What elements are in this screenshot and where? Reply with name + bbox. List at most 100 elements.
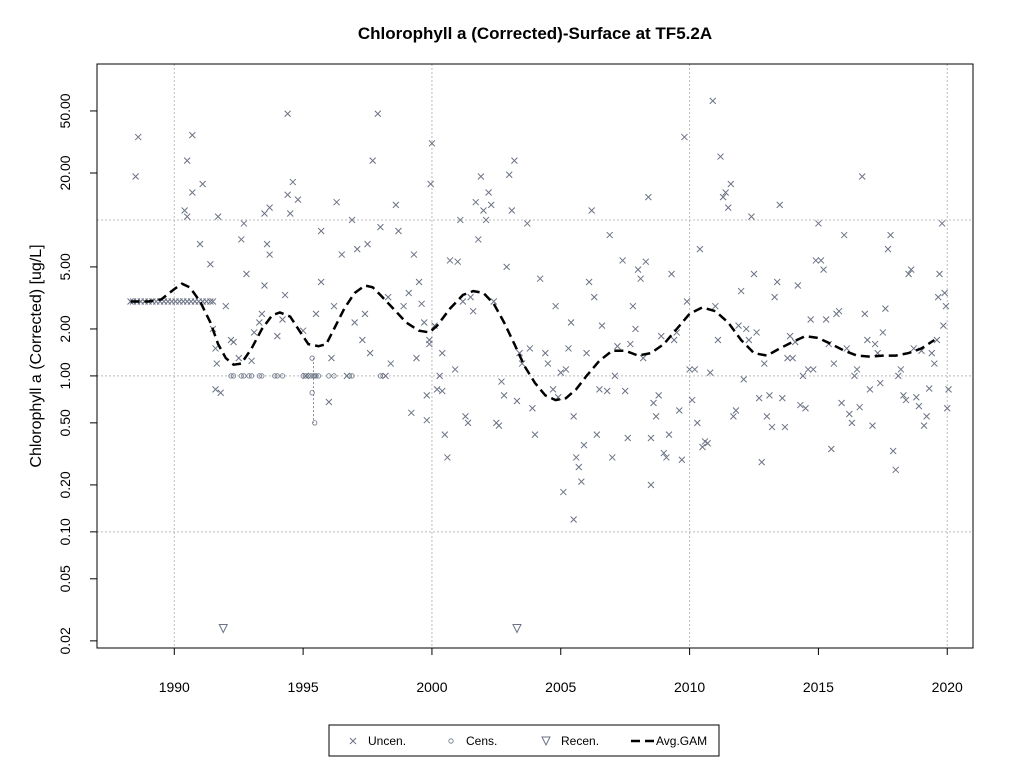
uncen-point (580, 441, 588, 449)
uncen-point (606, 231, 614, 239)
cens-point (248, 373, 255, 379)
uncen-point (212, 385, 219, 393)
uncen-point (505, 171, 513, 179)
uncen-point (835, 307, 843, 315)
uncen-point (490, 298, 498, 305)
uncen-point (882, 305, 889, 312)
uncen-point (284, 191, 292, 199)
uncen-point (804, 366, 812, 373)
uncen-point (727, 180, 735, 188)
uncen-point (462, 413, 469, 420)
uncen-point (255, 319, 263, 326)
uncen-point (941, 289, 949, 297)
cens-point (256, 373, 262, 379)
uncen-point (742, 325, 750, 333)
y-tick-label: 0.05 (57, 565, 73, 592)
cens-point (230, 373, 237, 379)
uncen-point (199, 180, 206, 188)
uncen-point (822, 316, 830, 323)
chart-title: Chlorophyll a (Corrected)-Surface at TF5… (358, 24, 712, 43)
uncen-point (500, 392, 508, 399)
recen-point (541, 736, 551, 747)
uncen-point (441, 431, 449, 439)
uncen-point (930, 360, 938, 367)
uncen-point (639, 354, 647, 362)
uncen-point (724, 204, 732, 211)
cens-point (274, 373, 280, 379)
uncen-point (384, 293, 392, 301)
uncen-point (691, 366, 699, 373)
uncen-point (183, 213, 191, 221)
uncen-point (467, 293, 474, 301)
uncen-point (477, 173, 485, 180)
uncen-point (570, 413, 578, 420)
x-tick-label: 2020 (932, 679, 963, 695)
cens-point (303, 373, 309, 379)
uncen-point (188, 131, 196, 139)
grid (97, 64, 973, 648)
uncen-point (768, 423, 776, 431)
uncen-point (392, 201, 400, 209)
uncen-point (624, 434, 632, 442)
uncen-point (570, 516, 578, 523)
cens-point (308, 373, 314, 379)
uncen-point (361, 310, 369, 318)
axes: 1990 1995 2000 2005 2010 2015 2020 0.02 0.05 0.10… (57, 93, 963, 695)
uncen-point (652, 413, 660, 420)
cens-point (380, 373, 386, 379)
uncen-point (410, 251, 418, 258)
uncen-point (647, 434, 655, 442)
cens-point (228, 373, 234, 379)
uncen-point (869, 422, 876, 429)
uncen-point (827, 445, 835, 453)
uncen-point (704, 439, 711, 447)
uncen-point (250, 329, 258, 336)
y-tick-label: 20.00 (57, 155, 73, 190)
uncen-point (281, 291, 289, 299)
uncen-point (781, 423, 789, 431)
uncen-point (657, 332, 665, 340)
cens-point (315, 373, 322, 379)
uncen-point (838, 399, 845, 407)
uncen-point (923, 413, 930, 420)
uncen-point (289, 178, 297, 186)
cens-point (259, 373, 265, 379)
cens-point (326, 373, 332, 379)
uncen-point (387, 360, 395, 367)
y-tick-label: 0.50 (57, 409, 73, 436)
cens-point (312, 420, 318, 426)
uncen-point (778, 394, 786, 402)
uncen-point (418, 300, 425, 308)
uncen-point (660, 449, 668, 457)
uncen-point (750, 270, 758, 278)
legend-label: Cens. (466, 734, 497, 748)
legend-label: Avg.GAM (656, 734, 707, 748)
uncen-point (670, 336, 678, 344)
uncen-point (377, 223, 384, 231)
uncen-point (853, 366, 861, 373)
y-axis-label: Chlorophyll a (Corrected) [ug/L] (28, 244, 45, 467)
uncen-point (349, 737, 357, 745)
uncen-point (771, 293, 778, 301)
uncen-point (802, 404, 809, 412)
cens-point (279, 373, 286, 379)
uncen-point (626, 340, 634, 348)
uncen-point (213, 360, 221, 367)
uncen-point (905, 270, 912, 278)
plot-area (127, 97, 952, 634)
uncen-point (423, 392, 431, 399)
uncen-point (696, 245, 704, 253)
uncen-point (498, 378, 505, 385)
uncen-point (925, 385, 933, 392)
x-tick-label: 1995 (288, 679, 319, 695)
uncen-point (900, 392, 907, 399)
uncen-point (209, 298, 217, 305)
uncen-point (183, 157, 191, 165)
uncen-point (459, 298, 467, 305)
uncen-point (395, 227, 402, 235)
uncen-point (374, 110, 382, 118)
uncen-point (364, 240, 371, 248)
uncen-point (737, 287, 745, 295)
uncen-point (588, 207, 596, 214)
